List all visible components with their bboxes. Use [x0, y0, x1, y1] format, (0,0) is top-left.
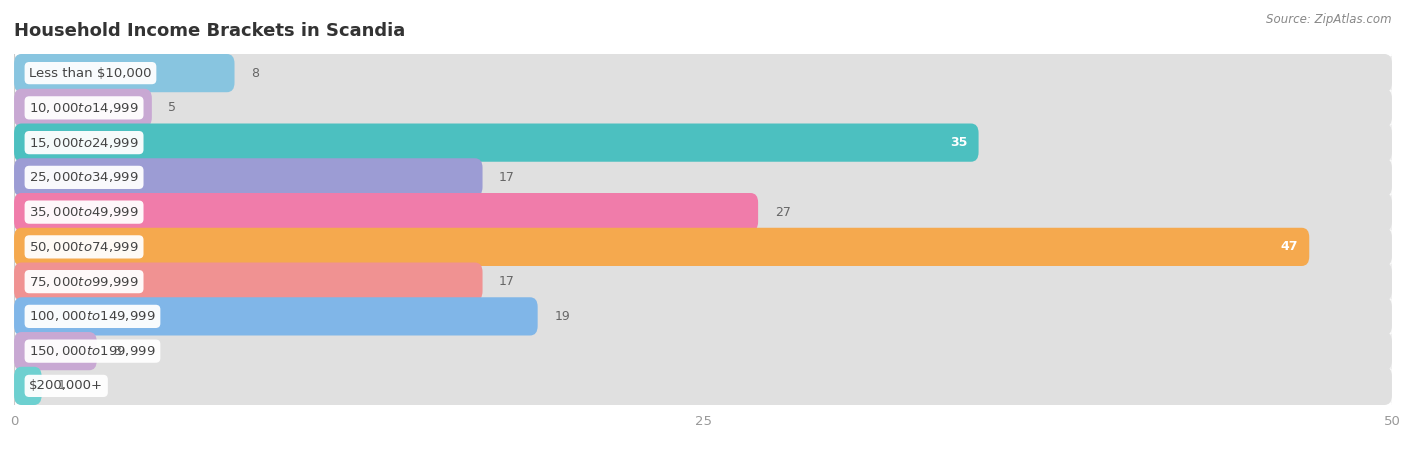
FancyBboxPatch shape [14, 160, 1392, 195]
FancyBboxPatch shape [14, 89, 152, 127]
Text: 8: 8 [252, 67, 259, 80]
Text: 35: 35 [950, 136, 967, 149]
Text: 1: 1 [58, 379, 66, 392]
FancyBboxPatch shape [14, 297, 537, 336]
Text: 27: 27 [775, 206, 790, 219]
FancyBboxPatch shape [14, 158, 482, 197]
FancyBboxPatch shape [14, 89, 1392, 127]
Text: $150,000 to $199,999: $150,000 to $199,999 [30, 344, 156, 358]
FancyBboxPatch shape [14, 228, 1309, 266]
FancyBboxPatch shape [14, 56, 1392, 90]
Text: Household Income Brackets in Scandia: Household Income Brackets in Scandia [14, 22, 405, 40]
Text: $50,000 to $74,999: $50,000 to $74,999 [30, 240, 139, 254]
Text: $75,000 to $99,999: $75,000 to $99,999 [30, 274, 139, 288]
FancyBboxPatch shape [14, 299, 1392, 334]
FancyBboxPatch shape [14, 123, 979, 162]
Text: $200,000+: $200,000+ [30, 379, 103, 392]
Text: $35,000 to $49,999: $35,000 to $49,999 [30, 205, 139, 219]
Text: 3: 3 [114, 345, 121, 358]
FancyBboxPatch shape [14, 262, 482, 301]
Text: 19: 19 [554, 310, 569, 323]
Text: Source: ZipAtlas.com: Source: ZipAtlas.com [1267, 14, 1392, 27]
FancyBboxPatch shape [14, 193, 1392, 231]
Text: 17: 17 [499, 275, 515, 288]
FancyBboxPatch shape [14, 195, 1392, 230]
FancyBboxPatch shape [14, 193, 758, 231]
Text: $10,000 to $14,999: $10,000 to $14,999 [30, 101, 139, 115]
FancyBboxPatch shape [14, 334, 1392, 369]
FancyBboxPatch shape [14, 125, 1392, 160]
Text: 47: 47 [1281, 240, 1298, 253]
FancyBboxPatch shape [14, 332, 97, 370]
Text: Less than $10,000: Less than $10,000 [30, 67, 152, 80]
FancyBboxPatch shape [14, 262, 1392, 301]
FancyBboxPatch shape [14, 54, 235, 92]
FancyBboxPatch shape [14, 230, 1392, 264]
FancyBboxPatch shape [14, 158, 1392, 197]
FancyBboxPatch shape [14, 228, 1392, 266]
FancyBboxPatch shape [14, 264, 1392, 299]
FancyBboxPatch shape [14, 367, 1392, 405]
FancyBboxPatch shape [14, 332, 1392, 370]
FancyBboxPatch shape [14, 369, 1392, 403]
Text: 5: 5 [169, 101, 176, 114]
FancyBboxPatch shape [14, 54, 1392, 92]
Text: 17: 17 [499, 171, 515, 184]
Text: $15,000 to $24,999: $15,000 to $24,999 [30, 135, 139, 149]
FancyBboxPatch shape [14, 297, 1392, 336]
FancyBboxPatch shape [14, 90, 1392, 125]
Text: $100,000 to $149,999: $100,000 to $149,999 [30, 310, 156, 324]
FancyBboxPatch shape [14, 367, 42, 405]
FancyBboxPatch shape [14, 123, 1392, 162]
Text: $25,000 to $34,999: $25,000 to $34,999 [30, 171, 139, 184]
